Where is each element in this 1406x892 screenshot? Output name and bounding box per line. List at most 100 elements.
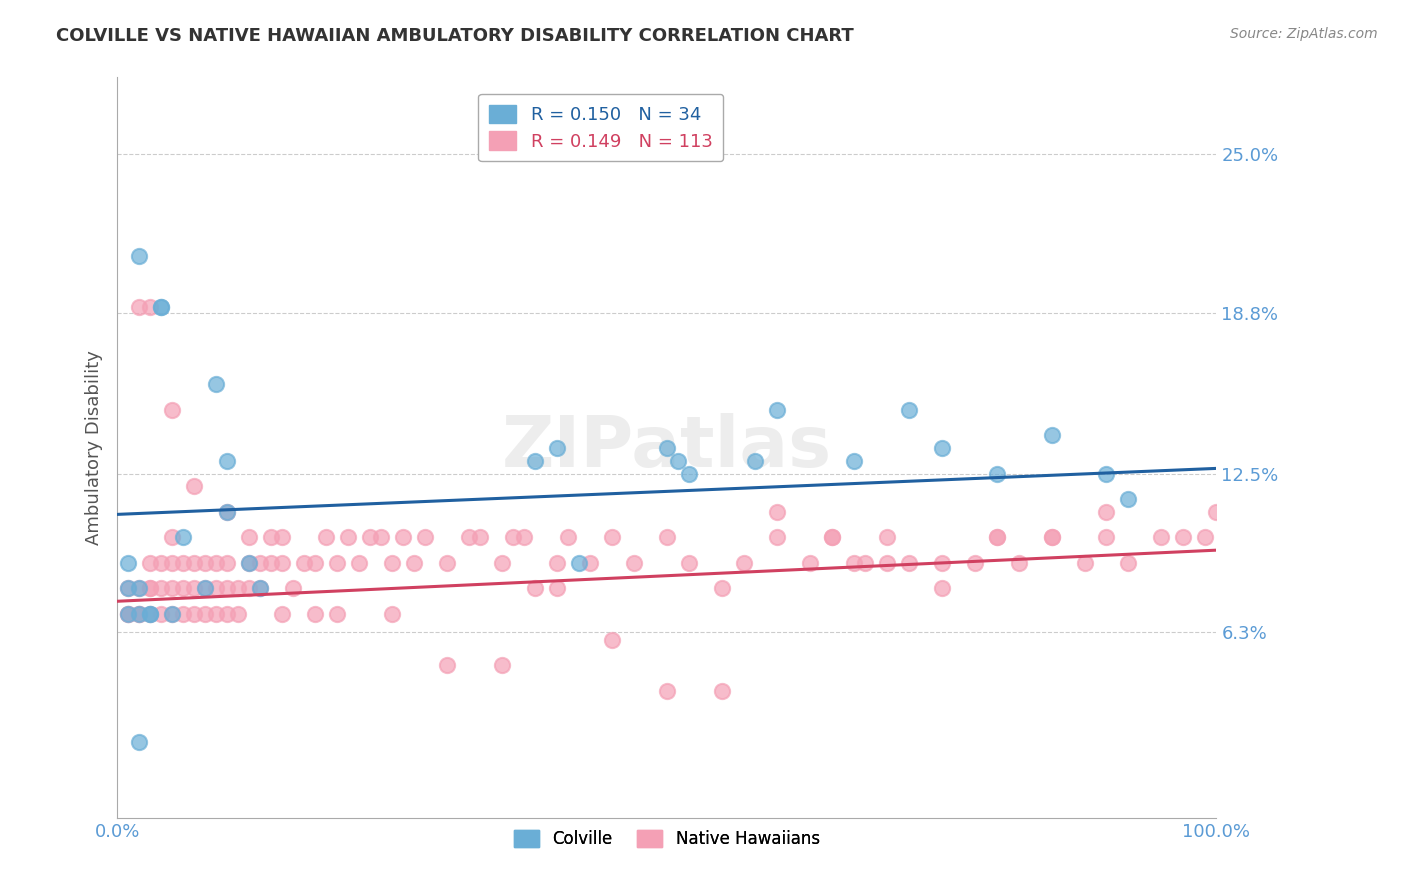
Native Hawaiians — [217, 582, 239, 596]
Native Hawaiians — [217, 505, 239, 519]
Colville — [160, 607, 183, 621]
Native Hawaiians — [963, 556, 986, 570]
Native Hawaiians — [260, 530, 283, 544]
Native Hawaiians — [557, 530, 579, 544]
Colville — [931, 441, 953, 455]
Legend: Colville, Native Hawaiians: Colville, Native Hawaiians — [508, 823, 827, 855]
Native Hawaiians — [1040, 530, 1063, 544]
Native Hawaiians — [217, 607, 239, 621]
Native Hawaiians — [205, 582, 228, 596]
Text: COLVILLE VS NATIVE HAWAIIAN AMBULATORY DISABILITY CORRELATION CHART: COLVILLE VS NATIVE HAWAIIAN AMBULATORY D… — [56, 27, 853, 45]
Native Hawaiians — [150, 607, 173, 621]
Native Hawaiians — [733, 556, 755, 570]
Native Hawaiians — [172, 556, 194, 570]
Native Hawaiians — [579, 556, 602, 570]
Native Hawaiians — [160, 402, 183, 417]
Native Hawaiians — [1007, 556, 1029, 570]
Native Hawaiians — [117, 607, 139, 621]
Text: ZIPatlas: ZIPatlas — [502, 414, 832, 483]
Colville — [117, 582, 139, 596]
Native Hawaiians — [238, 556, 260, 570]
Native Hawaiians — [502, 530, 524, 544]
Native Hawaiians — [468, 530, 491, 544]
Native Hawaiians — [1194, 530, 1216, 544]
Native Hawaiians — [238, 582, 260, 596]
Text: Source: ZipAtlas.com: Source: ZipAtlas.com — [1230, 27, 1378, 41]
Native Hawaiians — [1040, 530, 1063, 544]
Native Hawaiians — [491, 556, 513, 570]
Native Hawaiians — [436, 658, 458, 673]
Native Hawaiians — [931, 582, 953, 596]
Colville — [194, 582, 217, 596]
Native Hawaiians — [600, 632, 623, 647]
Native Hawaiians — [821, 530, 844, 544]
Colville — [655, 441, 678, 455]
Y-axis label: Ambulatory Disability: Ambulatory Disability — [86, 351, 103, 545]
Native Hawaiians — [172, 607, 194, 621]
Native Hawaiians — [347, 556, 370, 570]
Colville — [150, 301, 173, 315]
Native Hawaiians — [160, 556, 183, 570]
Native Hawaiians — [271, 556, 294, 570]
Native Hawaiians — [359, 530, 381, 544]
Colville — [139, 607, 162, 621]
Native Hawaiians — [986, 530, 1008, 544]
Colville — [897, 402, 920, 417]
Native Hawaiians — [226, 607, 249, 621]
Colville — [128, 735, 150, 749]
Colville — [217, 505, 239, 519]
Colville — [568, 556, 591, 570]
Colville — [523, 454, 546, 468]
Native Hawaiians — [260, 556, 283, 570]
Colville — [238, 556, 260, 570]
Native Hawaiians — [249, 556, 271, 570]
Native Hawaiians — [1173, 530, 1195, 544]
Native Hawaiians — [139, 301, 162, 315]
Native Hawaiians — [491, 658, 513, 673]
Colville — [150, 301, 173, 315]
Native Hawaiians — [876, 556, 898, 570]
Native Hawaiians — [710, 582, 733, 596]
Colville — [217, 454, 239, 468]
Native Hawaiians — [337, 530, 360, 544]
Native Hawaiians — [842, 556, 865, 570]
Native Hawaiians — [853, 556, 876, 570]
Native Hawaiians — [1073, 556, 1095, 570]
Native Hawaiians — [1205, 505, 1227, 519]
Native Hawaiians — [381, 556, 404, 570]
Colville — [546, 441, 568, 455]
Colville — [744, 454, 766, 468]
Native Hawaiians — [304, 556, 326, 570]
Native Hawaiians — [249, 582, 271, 596]
Native Hawaiians — [315, 530, 337, 544]
Native Hawaiians — [931, 556, 953, 570]
Native Hawaiians — [799, 556, 821, 570]
Native Hawaiians — [217, 556, 239, 570]
Native Hawaiians — [897, 556, 920, 570]
Native Hawaiians — [1095, 505, 1118, 519]
Native Hawaiians — [139, 607, 162, 621]
Native Hawaiians — [765, 530, 787, 544]
Native Hawaiians — [139, 582, 162, 596]
Native Hawaiians — [139, 582, 162, 596]
Native Hawaiians — [326, 607, 349, 621]
Native Hawaiians — [1150, 530, 1173, 544]
Native Hawaiians — [150, 556, 173, 570]
Native Hawaiians — [1118, 556, 1140, 570]
Native Hawaiians — [205, 607, 228, 621]
Native Hawaiians — [370, 530, 392, 544]
Native Hawaiians — [326, 556, 349, 570]
Native Hawaiians — [139, 556, 162, 570]
Colville — [139, 607, 162, 621]
Native Hawaiians — [986, 530, 1008, 544]
Native Hawaiians — [172, 582, 194, 596]
Native Hawaiians — [194, 556, 217, 570]
Colville — [128, 249, 150, 263]
Native Hawaiians — [655, 530, 678, 544]
Colville — [666, 454, 689, 468]
Native Hawaiians — [392, 530, 415, 544]
Native Hawaiians — [271, 607, 294, 621]
Native Hawaiians — [128, 607, 150, 621]
Native Hawaiians — [546, 556, 568, 570]
Colville — [249, 582, 271, 596]
